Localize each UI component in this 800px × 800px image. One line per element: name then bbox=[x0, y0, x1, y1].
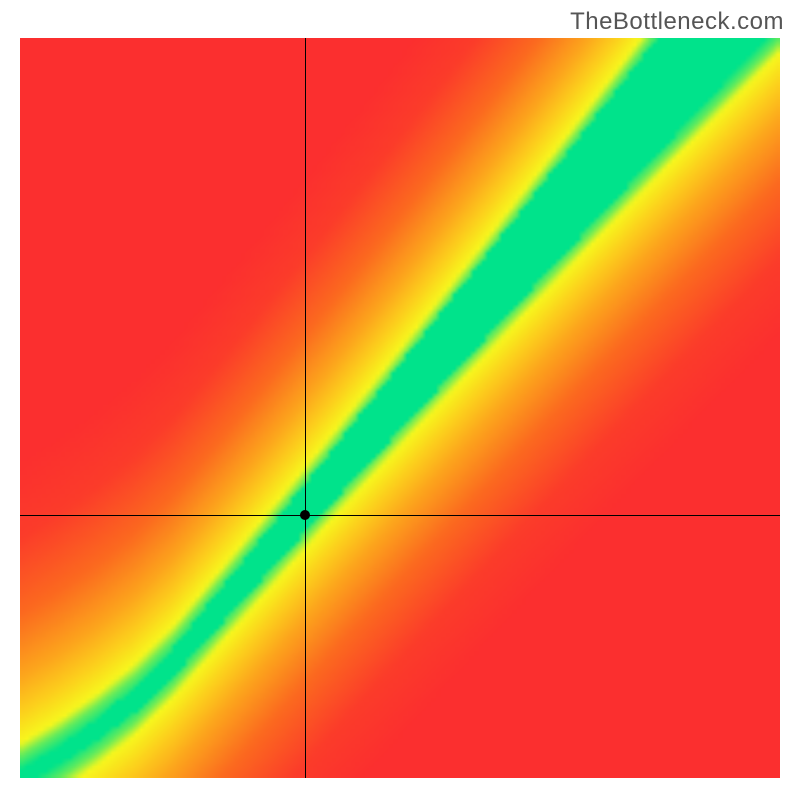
heatmap-canvas bbox=[20, 38, 780, 778]
heatmap-plot bbox=[20, 38, 780, 778]
crosshair-horizontal bbox=[20, 515, 780, 516]
crosshair-marker bbox=[300, 510, 310, 520]
crosshair-vertical bbox=[305, 38, 306, 778]
chart-container: TheBottleneck.com bbox=[0, 0, 800, 800]
watermark-text: TheBottleneck.com bbox=[570, 8, 784, 36]
